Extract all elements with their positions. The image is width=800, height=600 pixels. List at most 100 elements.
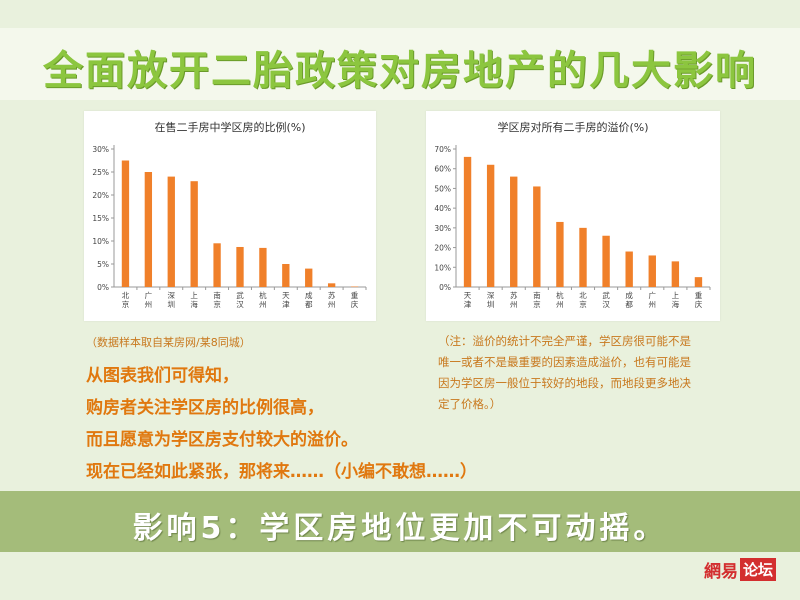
logo-text-forum: 论坛 <box>740 557 777 581</box>
x-tick-label: 天 <box>282 291 290 300</box>
x-tick-label: 京 <box>213 299 221 309</box>
x-tick-label: 海 <box>672 299 680 309</box>
page-title: 全面放开二胎政策对房地产的几大影响 <box>43 48 757 94</box>
x-tick-label: 武 <box>236 290 244 300</box>
bar <box>625 251 633 287</box>
y-tick-label: 20% <box>92 191 109 200</box>
bar <box>327 283 336 287</box>
bar <box>213 243 221 287</box>
x-tick-label: 州 <box>556 300 564 309</box>
x-tick-label: 京 <box>579 299 587 309</box>
footnote-line: （注：溢价的统计不完全严谨，学区房很可能不是 <box>438 334 691 348</box>
x-tick-label: 津 <box>464 300 472 309</box>
chart-school-district-ratio: 在售二手房中学区房的比例(%) 0% 5% 10% 15% 20% 25% 30% 北京 广州 深圳… <box>84 111 376 321</box>
x-tick-label: 杭 <box>259 290 267 300</box>
y-tick-label: 0% <box>97 283 109 292</box>
bar <box>694 277 703 287</box>
x-tick-label: 州 <box>510 300 518 309</box>
footnote-line: 定了价格。） <box>438 397 502 411</box>
y-tick-label: 30% <box>434 224 451 233</box>
conclusion-line: 而且愿意为学区房支付较大的溢价。 <box>86 430 358 450</box>
bar <box>236 246 244 287</box>
x-tick-label: 重 <box>351 291 359 300</box>
x-tick-label: 武 <box>602 290 610 300</box>
bar <box>259 247 267 287</box>
bar <box>671 261 680 287</box>
source-note: （数据样本取自某房网/某8同城） <box>86 336 251 349</box>
bar <box>510 176 518 287</box>
y-tick-label: 30% <box>92 145 109 154</box>
y-tick-label: 60% <box>434 165 451 174</box>
x-tick-label: 汉 <box>236 300 244 309</box>
y-tick-label: 25% <box>92 168 109 177</box>
x-tick-label: 成 <box>305 290 313 300</box>
x-tick-label: 杭 <box>556 290 564 300</box>
x-tick-label: 南 <box>533 290 541 300</box>
x-tick-label: 州 <box>259 300 267 309</box>
y-tick-label: 10% <box>92 237 109 246</box>
bar <box>463 156 472 287</box>
conclusion-text: 从图表我们可得知， 购房者关注学区房的比例很高， 而且愿意为学区房支付较大的溢价… <box>86 360 477 488</box>
x-tick-label: 成 <box>625 290 633 300</box>
footnote-line: 因为学区房一般位于较好的地段，而地段更多地决 <box>438 376 691 390</box>
x-tick-label: 京 <box>122 299 130 309</box>
chart-title: 在售二手房中学区房的比例(%) <box>154 120 305 134</box>
x-tick-label: 海 <box>190 299 198 309</box>
impact-heading: 影响5：学区房地位更加不可动摇。 <box>132 511 668 546</box>
premium-footnote: （注：溢价的统计不完全严谨，学区房很可能不是 唯一或者不是最重要的因素造成溢价，… <box>438 331 758 415</box>
x-tick-label: 重 <box>695 291 703 300</box>
bar <box>190 181 198 287</box>
x-tick-label: 上 <box>672 291 680 300</box>
y-tick-label: 70% <box>434 145 451 154</box>
x-tick-label: 北 <box>579 291 587 300</box>
y-tick-label: 10% <box>434 263 451 272</box>
x-tick-label: 都 <box>625 300 633 309</box>
x-tick-label: 苏 <box>328 290 336 300</box>
conclusion-line: 从图表我们可得知， <box>86 366 239 386</box>
x-tick-label: 津 <box>282 300 290 309</box>
x-tick-label: 州 <box>145 300 153 309</box>
conclusion-line: 购房者关注学区房的比例很高， <box>86 398 324 418</box>
x-tick-label: 州 <box>328 300 336 309</box>
x-tick-label: 南 <box>213 290 221 300</box>
x-tick-label: 苏 <box>510 290 518 300</box>
bar <box>533 186 541 287</box>
y-tick-label: 20% <box>434 244 451 253</box>
x-tick-label: 庆 <box>351 299 359 309</box>
x-tick-label: 广 <box>649 290 657 300</box>
x-tick-label: 上 <box>190 291 198 300</box>
chart-title: 学区房对所有二手房的溢价(%) <box>497 120 648 134</box>
x-tick-label: 京 <box>533 299 541 309</box>
y-tick-label: 50% <box>434 184 451 193</box>
bar <box>282 264 290 287</box>
bar <box>144 172 153 287</box>
y-tick-label: 15% <box>92 214 109 223</box>
x-tick-label: 都 <box>305 300 313 309</box>
bar <box>579 227 587 287</box>
chart-school-district-premium: 学区房对所有二手房的溢价(%) 0% 10% 20% 30% 40% 50% 60% 70% 天津… <box>426 111 720 321</box>
bar <box>305 268 313 287</box>
bar <box>486 164 495 287</box>
y-tick-label: 40% <box>434 204 451 213</box>
x-tick-label: 庆 <box>695 299 703 309</box>
x-tick-label: 天 <box>464 291 472 300</box>
x-tick-label: 北 <box>122 291 130 300</box>
bar <box>556 221 564 287</box>
x-tick-label: 圳 <box>168 299 176 309</box>
y-tick-label: 5% <box>97 260 109 269</box>
x-tick-label: 州 <box>649 300 657 309</box>
bar <box>648 255 656 287</box>
bar <box>167 176 175 287</box>
impact-band <box>0 491 800 552</box>
bar <box>350 286 359 288</box>
x-tick-label: 圳 <box>487 299 495 309</box>
bar <box>121 160 130 287</box>
x-tick-label: 广 <box>145 290 153 300</box>
footnote-line: 唯一或者不是最重要的因素造成溢价，也有可能是 <box>438 355 691 369</box>
netease-forum-logo: 網易 论坛 <box>704 556 777 582</box>
bar <box>602 235 610 287</box>
x-tick-label: 汉 <box>602 300 610 309</box>
x-tick-label: 深 <box>487 291 495 300</box>
x-tick-label: 深 <box>168 291 176 300</box>
title-band <box>0 28 800 100</box>
